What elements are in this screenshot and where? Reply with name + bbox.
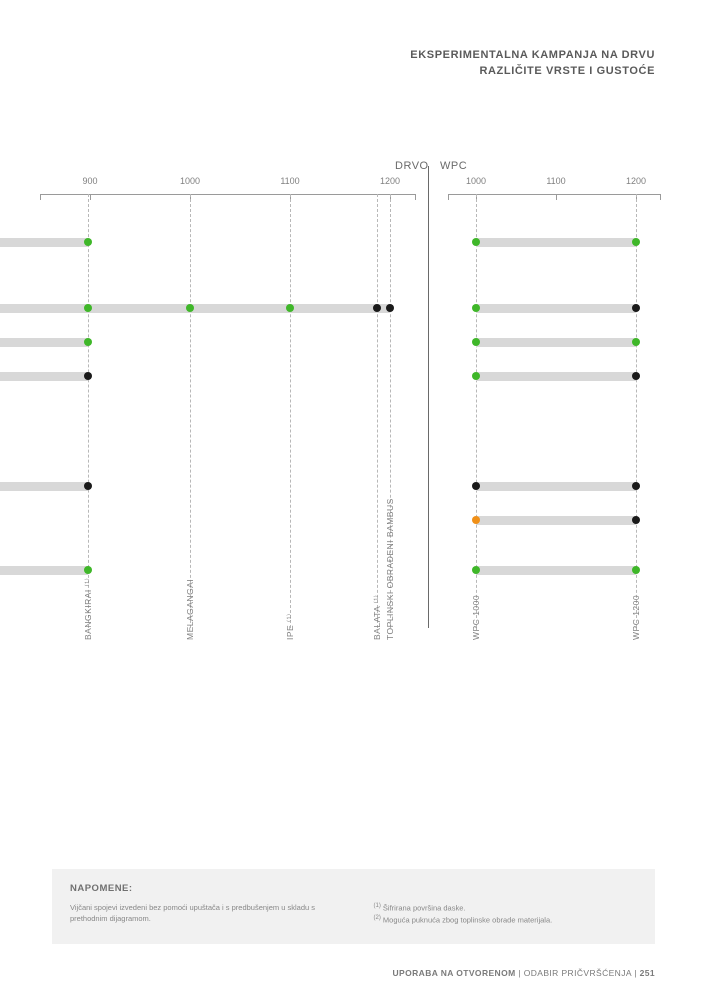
reference-line: [88, 194, 89, 628]
material-label: WPC 1200: [631, 595, 641, 640]
material-label: IPE ⁽¹⁾: [285, 613, 295, 640]
data-point: [84, 338, 92, 346]
axis-left: [40, 194, 415, 195]
data-point: [84, 238, 92, 246]
data-point: [286, 304, 294, 312]
data-bar: [476, 516, 636, 525]
data-bar: [476, 566, 636, 575]
data-point: [472, 372, 480, 380]
data-point: [632, 482, 640, 490]
note-2: (2) Moguća puknuća zbog toplinske obrade…: [374, 914, 638, 926]
data-bar: [476, 238, 636, 247]
axis-tick-label: 1100: [280, 176, 299, 186]
reference-line: [190, 194, 191, 628]
material-label: TOPLINSKI OBRAĐENI BAMBUS: [385, 498, 395, 640]
notes-title: NAPOMENE:: [70, 883, 637, 894]
data-bar: [0, 304, 390, 313]
footer-subsection: ODABIR PRIČVRŠĆENJA: [524, 968, 632, 978]
data-bar: [0, 338, 88, 347]
page-header: EKSPERIMENTALNA KAMPANJA NA DRVU RAZLIČI…: [410, 48, 655, 80]
notes-right: (1) Šifrirana površina daske. (2) Moguća…: [374, 902, 638, 926]
material-label: MELAGANGAI: [185, 579, 195, 640]
data-point: [472, 566, 480, 574]
axis-tick-label: 1000: [180, 176, 200, 186]
material-label: WPC 1000: [471, 595, 481, 640]
data-point: [632, 304, 640, 312]
data-bar: [0, 482, 88, 491]
section-title-drvo: DRVO: [395, 160, 429, 172]
data-point: [472, 516, 480, 524]
data-point: [472, 304, 480, 312]
notes-columns: Vijčani spojevi izvedeni bez pomoći upuš…: [70, 902, 637, 926]
header-line-2: RAZLIČITE VRSTE I GUSTOĆE: [410, 64, 655, 80]
data-point: [84, 304, 92, 312]
axis-tick: [40, 194, 41, 200]
axis-tick-label: 1100: [546, 176, 565, 186]
chart-divider: [428, 166, 429, 628]
data-bar: [476, 372, 636, 381]
footer-section: UPORABA NA OTVORENOM: [393, 968, 516, 978]
page-number: 251: [640, 968, 655, 978]
axis-right: [448, 194, 660, 195]
axis-tick-label: 1000: [466, 176, 486, 186]
data-point: [632, 516, 640, 524]
axis-tick: [556, 194, 557, 200]
header-line-1: EKSPERIMENTALNA KAMPANJA NA DRVU: [410, 48, 655, 64]
data-point: [84, 372, 92, 380]
axis-tick: [90, 194, 91, 200]
data-point: [632, 372, 640, 380]
notes-left: Vijčani spojevi izvedeni bez pomoći upuš…: [70, 902, 334, 926]
data-bar: [476, 304, 636, 313]
data-point: [472, 482, 480, 490]
section-title-wpc: WPC: [440, 160, 467, 172]
axis-tick-label: 1200: [380, 176, 400, 186]
reference-line: [636, 194, 637, 628]
data-point: [472, 338, 480, 346]
page-footer: UPORABA NA OTVORENOM | ODABIR PRIČVRŠĆEN…: [393, 968, 655, 978]
data-point: [373, 304, 381, 312]
material-label: BALATA ⁽¹⁾: [372, 595, 382, 640]
data-bar: [0, 372, 88, 381]
data-bar: [0, 566, 88, 575]
chart: DRVO WPC 900 1000 1100 1200 1000 1100 1200 BANGKI…: [0, 160, 660, 786]
reference-line: [290, 194, 291, 628]
notes-box: NAPOMENE: Vijčani spojevi izvedeni bez p…: [52, 869, 655, 944]
data-point: [472, 238, 480, 246]
data-point: [632, 338, 640, 346]
data-bar: [476, 482, 636, 491]
data-point: [386, 304, 394, 312]
data-bar: [476, 338, 636, 347]
data-point: [632, 238, 640, 246]
material-label: BANGKIRAI ⁽¹⁾: [83, 578, 93, 640]
data-bar: [0, 238, 88, 247]
axis-tick: [448, 194, 449, 200]
data-point: [632, 566, 640, 574]
data-point: [186, 304, 194, 312]
axis-tick-label: 900: [82, 176, 97, 186]
axis-tick: [415, 194, 416, 200]
note-1: (1) Šifrirana površina daske.: [374, 902, 638, 914]
axis-tick: [660, 194, 661, 200]
reference-line: [377, 194, 378, 628]
data-point: [84, 566, 92, 574]
reference-line: [476, 194, 477, 628]
data-point: [84, 482, 92, 490]
axis-tick-label: 1200: [626, 176, 646, 186]
